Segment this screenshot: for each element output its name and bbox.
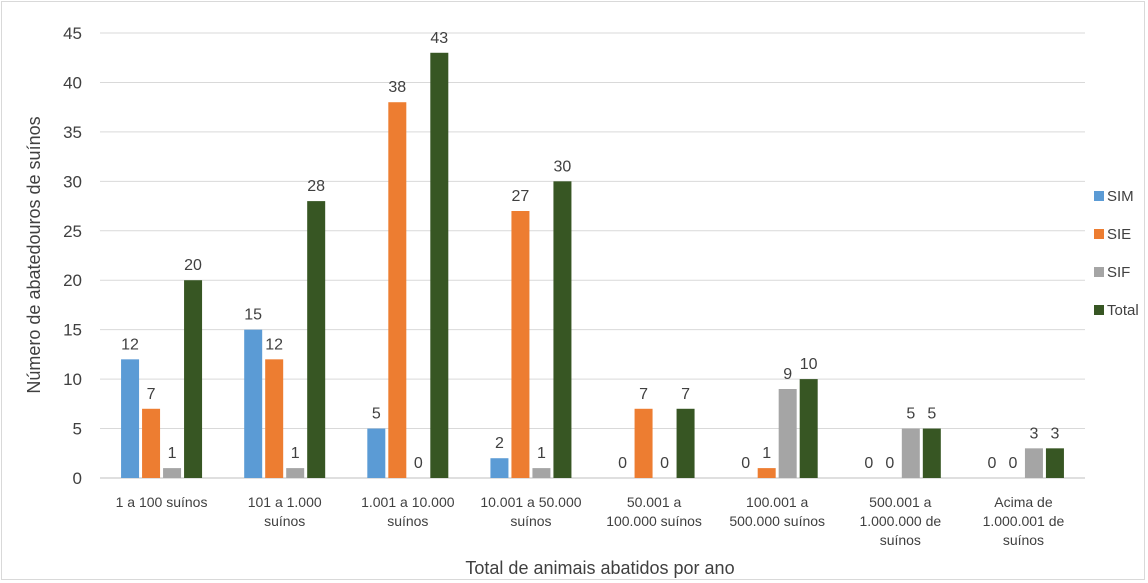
data-label-sim: 2 — [495, 435, 504, 452]
bar-sif — [532, 468, 551, 478]
data-label-sie: 7 — [639, 386, 648, 403]
legend-label-sif: SIF — [1107, 264, 1130, 281]
x-category-label: Acima de 1.000.001 de suínos — [983, 494, 1065, 548]
legend-swatch-sim — [1094, 191, 1104, 201]
bar-sim — [490, 458, 509, 478]
bar-sim — [121, 359, 140, 478]
data-label-sif: 0 — [660, 455, 669, 472]
y-axis-ticks: 0 5 10 15 20 25 30 35 40 45 — [63, 24, 82, 488]
x-axis-categories: 1 a 100 suínos 101 a 1.000 suínos 1.001 a 1… — [116, 494, 1065, 548]
bar-total — [184, 280, 203, 478]
y-tick-label: 5 — [73, 420, 82, 439]
bar-sie — [265, 359, 284, 478]
bar-total — [307, 201, 326, 478]
bar-sif — [901, 428, 920, 478]
bars — [121, 52, 1064, 479]
data-label-sim: 12 — [121, 336, 139, 353]
x-category-label: 1 a 100 suínos — [116, 494, 208, 510]
bar-sie — [511, 211, 530, 478]
data-label-sie: 27 — [512, 188, 530, 205]
bar-sie — [142, 408, 161, 478]
data-label-sif: 1 — [291, 445, 300, 462]
bar-total — [799, 379, 818, 478]
data-label-sim: 5 — [372, 406, 381, 423]
data-label-sif: 9 — [783, 366, 792, 383]
data-label-sie: 12 — [265, 336, 283, 353]
data-label-sim: 0 — [618, 455, 627, 472]
y-tick-label: 30 — [63, 172, 82, 191]
data-label-sim: 0 — [741, 455, 750, 472]
legend-swatch-sie — [1094, 229, 1104, 239]
data-label-total: 5 — [927, 406, 936, 423]
y-tick-label: 40 — [63, 73, 82, 92]
data-label-sie: 7 — [147, 386, 156, 403]
bar-sif — [163, 468, 182, 478]
bar-sim — [244, 329, 263, 478]
data-label-sie: 38 — [388, 79, 406, 96]
data-label-sie: 1 — [762, 445, 771, 462]
bar-sif — [1024, 448, 1043, 478]
data-label-sie: 0 — [1008, 455, 1017, 472]
bar-total — [1045, 448, 1064, 478]
bar-sif — [286, 468, 305, 478]
data-label-sif: 1 — [168, 445, 177, 462]
y-tick-label: 15 — [63, 321, 82, 340]
data-label-sif: 1 — [537, 445, 546, 462]
data-label-sim: 15 — [244, 307, 262, 324]
data-label-sif: 0 — [414, 455, 423, 472]
x-category-label: 101 a 1.000 suínos — [248, 494, 322, 529]
data-label-total: 20 — [184, 257, 202, 274]
y-tick-label: 35 — [63, 123, 82, 142]
x-category-label: 100.001 a 500.000 suínos — [729, 494, 825, 529]
data-label-sim: 0 — [864, 455, 873, 472]
data-label-total: 10 — [800, 356, 818, 373]
legend-label-sie: SIE — [1107, 226, 1131, 243]
x-category-label: 50.001 a 100.000 suínos — [606, 494, 702, 529]
bar-total — [676, 408, 695, 478]
data-label-sif: 5 — [906, 406, 915, 423]
bar-sie — [388, 102, 407, 478]
x-category-label: 500.001 a 1.000.000 de suínos — [859, 494, 941, 548]
legend-label-sim: SIM — [1107, 188, 1134, 205]
x-category-label: 10.001 a 50.000 suínos — [480, 494, 581, 529]
data-label-total: 3 — [1050, 425, 1059, 442]
y-axis-title: Número de abatedouros de suínos — [24, 116, 44, 393]
x-axis-title: Total de animais abatidos por ano — [465, 558, 734, 578]
gridlines — [100, 32, 1085, 479]
bar-sif — [778, 389, 797, 478]
legend-swatch-sif — [1094, 267, 1104, 277]
y-tick-label: 0 — [73, 469, 82, 488]
bar-sim — [367, 428, 386, 478]
legend: SIM SIE SIF Total — [1094, 188, 1139, 319]
legend-swatch-total — [1094, 305, 1104, 315]
bar-sie — [634, 408, 653, 478]
data-label-sie: 0 — [885, 455, 894, 472]
y-tick-label: 25 — [63, 222, 82, 241]
data-label-sif: 3 — [1029, 425, 1038, 442]
bar-sie — [757, 468, 776, 478]
x-category-label: 1.001 a 10.000 suínos — [361, 494, 455, 529]
y-tick-label: 20 — [63, 271, 82, 290]
bar-total — [553, 181, 572, 479]
data-label-total: 28 — [307, 178, 325, 195]
data-label-sim: 0 — [987, 455, 996, 472]
legend-label-total: Total — [1107, 302, 1139, 319]
y-tick-label: 10 — [63, 370, 82, 389]
bar-total — [922, 428, 941, 478]
y-tick-label: 45 — [63, 24, 82, 43]
bar-total — [430, 52, 449, 479]
data-label-total: 7 — [681, 386, 690, 403]
data-label-total: 43 — [430, 30, 448, 47]
data-label-total: 30 — [554, 158, 572, 175]
